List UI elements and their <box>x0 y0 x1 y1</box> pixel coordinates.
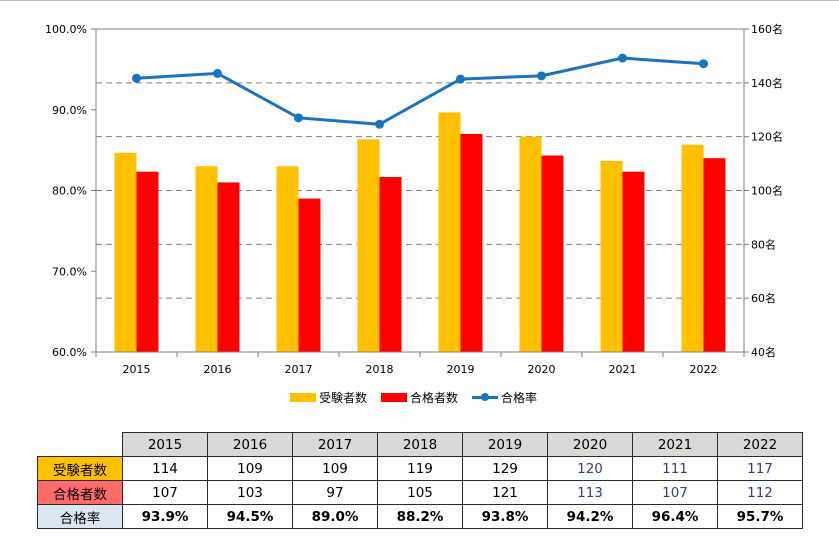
legend-swatch-pass-rate <box>472 392 499 402</box>
table-cell: 112 <box>717 480 803 505</box>
legend: 受験者数 合格者数 合格率 <box>290 388 537 406</box>
table-cell: 119 <box>377 456 463 481</box>
table-year: 2015 <box>122 432 208 457</box>
table-cell: 105 <box>377 480 463 505</box>
pass-rate-point <box>375 119 384 129</box>
x-tick-label: 2021 <box>609 363 637 376</box>
table-cell: 93.8% <box>462 504 548 529</box>
bar-applicants <box>195 166 218 352</box>
left-tick-label: 80.0% <box>52 185 87 198</box>
left-tick-label: 60.0% <box>52 346 87 359</box>
x-tick-label: 2022 <box>690 363 718 376</box>
bar-applicants <box>438 112 461 352</box>
table-cell: 96.4% <box>632 504 718 529</box>
x-tick-label: 2019 <box>447 363 475 376</box>
bar-applicants <box>681 144 704 352</box>
table-cell: 117 <box>717 456 803 481</box>
pass-rate-point <box>294 113 303 123</box>
bar-applicants <box>276 166 299 352</box>
pass-rate-point <box>699 59 708 69</box>
table-row-passers: 合格者数 107 103 97 105 121 113 107 112 <box>37 480 803 505</box>
right-tick-label: 140名 <box>751 76 783 90</box>
bar-applicants <box>114 152 137 352</box>
left-tick-label: 90.0% <box>52 104 87 117</box>
table-cell: 111 <box>632 456 718 481</box>
x-tick-label: 2017 <box>285 363 313 376</box>
legend-swatch-passers <box>381 392 408 402</box>
pass-rate-point <box>456 74 465 84</box>
chart: 2015 2016 2017 2018 2019 2020 2021 2022 60.0% 70.… <box>45 22 783 376</box>
table-cell: 93.9% <box>122 504 208 529</box>
table-cell: 114 <box>122 456 208 481</box>
left-tick-label: 100.0% <box>45 23 87 36</box>
table-cell: 109 <box>207 456 293 481</box>
table-cell: 120 <box>547 456 633 481</box>
table-cell: 109 <box>292 456 378 481</box>
table-cell: 113 <box>547 480 633 505</box>
table-row-pass-rate: 合格率 93.9% 94.5% 89.0% 88.2% 93.8% 94.2% … <box>37 504 803 529</box>
pass-rate-point <box>537 71 546 81</box>
table-year: 2016 <box>207 432 293 457</box>
table-cell: 97 <box>292 480 378 505</box>
table-year: 2020 <box>547 432 633 457</box>
table-corner <box>37 432 123 457</box>
table-cell: 94.2% <box>547 504 633 529</box>
table-cell: 94.5% <box>207 504 293 529</box>
pass-rate-line <box>136 56 704 126</box>
legend-item-passers: 合格者数 <box>381 389 458 406</box>
bar-passers <box>622 171 645 352</box>
x-tick-label: 2015 <box>123 363 151 376</box>
legend-label-applicants: 受験者数 <box>319 390 368 405</box>
legend-item-applicants: 受験者数 <box>290 389 367 406</box>
bar-passers <box>298 198 321 352</box>
row-label-applicants: 受験者数 <box>37 456 123 481</box>
table-row-applicants: 受験者数 114 109 109 119 129 120 111 117 <box>37 456 803 481</box>
row-label-passers: 合格者数 <box>37 480 123 505</box>
bar-applicants <box>519 136 542 352</box>
legend-swatch-applicants <box>290 392 316 402</box>
row-label-pass-rate: 合格率 <box>37 504 123 529</box>
legend-label-pass-rate: 合格率 <box>501 390 538 405</box>
bar-applicants <box>357 139 380 352</box>
data-table: 2015 2016 2017 2018 2019 2020 2021 2022 … <box>37 432 803 529</box>
table-cell: 103 <box>207 480 293 505</box>
table-year: 2018 <box>377 432 463 457</box>
right-tick-label: 160名 <box>751 22 783 36</box>
left-tick-label: 70.0% <box>52 265 87 278</box>
bar-applicants <box>600 160 623 352</box>
table-cell: 129 <box>462 456 548 481</box>
legend-label-passers: 合格者数 <box>410 390 459 405</box>
pass-rate-point <box>132 73 141 83</box>
right-tick-label: 40名 <box>751 345 776 359</box>
bar-passers <box>136 171 159 352</box>
right-tick-label: 100名 <box>751 184 783 198</box>
x-tick-label: 2018 <box>366 363 394 376</box>
table-cell: 121 <box>462 480 548 505</box>
bar-passers <box>541 155 564 352</box>
bar-passers <box>703 158 726 352</box>
right-tick-label: 80名 <box>751 237 776 251</box>
table-cell: 88.2% <box>377 504 463 529</box>
table-cell: 107 <box>122 480 208 505</box>
x-tick-label: 2020 <box>528 363 556 376</box>
table-cell: 95.7% <box>717 504 803 529</box>
pass-rate-point <box>618 53 627 63</box>
pass-rate-point <box>213 68 222 78</box>
table-year: 2022 <box>717 432 803 457</box>
right-tick-label: 120名 <box>751 130 783 144</box>
table-header-row: 2015 2016 2017 2018 2019 2020 2021 2022 <box>37 432 803 457</box>
bar-passers <box>379 177 402 352</box>
table-cell: 89.0% <box>292 504 378 529</box>
table-year: 2017 <box>292 432 378 457</box>
bar-passers <box>460 133 483 352</box>
table-year: 2021 <box>632 432 718 457</box>
table-year: 2019 <box>462 432 548 457</box>
table-cell: 107 <box>632 480 718 505</box>
bar-passers <box>217 182 240 352</box>
right-tick-label: 60名 <box>751 291 776 305</box>
top-border <box>0 0 839 1</box>
x-tick-label: 2016 <box>204 363 232 376</box>
legend-item-pass-rate: 合格率 <box>472 389 537 406</box>
